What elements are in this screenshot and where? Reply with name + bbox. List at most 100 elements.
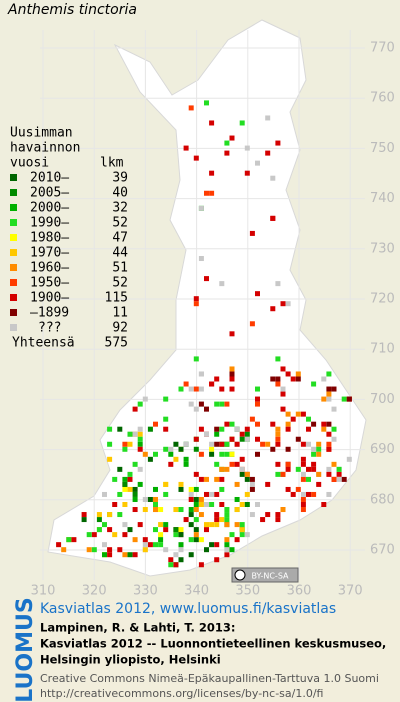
record-square (163, 547, 169, 553)
record-square (300, 476, 306, 482)
record-square (260, 441, 266, 447)
record-square (214, 461, 220, 467)
y-label: 770 (370, 41, 395, 56)
legend-swatch (10, 294, 17, 301)
legend-swatch (10, 324, 17, 331)
record-square (336, 466, 342, 472)
legend-heading: havainnon (10, 141, 80, 156)
legend-label: 1990– (30, 216, 69, 231)
record-square (142, 507, 148, 513)
legend-count: 47 (112, 231, 128, 246)
y-label: 670 (370, 543, 395, 558)
legend-count: 11 (112, 306, 128, 321)
record-square (163, 426, 169, 432)
record-square (198, 562, 204, 568)
record-square (239, 466, 245, 472)
record-square (249, 476, 255, 482)
record-square (285, 411, 291, 417)
record-square (326, 431, 332, 437)
record-square (224, 466, 230, 472)
record-square (204, 276, 209, 282)
record-square (137, 401, 143, 407)
record-square (234, 441, 240, 447)
record-square (173, 507, 179, 513)
legend-swatch (10, 264, 17, 271)
record-square (229, 376, 235, 382)
record-square (168, 451, 174, 457)
legend-count: 115 (105, 291, 128, 306)
legend-total: 575 (105, 336, 128, 351)
record-square (249, 416, 255, 422)
record-square (321, 502, 327, 507)
record-square (147, 542, 153, 548)
record-square (209, 170, 215, 176)
record-square (224, 150, 230, 156)
record-square (193, 406, 199, 412)
citation-line: Helsingin yliopisto, Helsinki (40, 653, 221, 667)
record-square (260, 517, 266, 523)
record-square (249, 486, 255, 492)
record-square (239, 431, 245, 437)
record-square (117, 491, 123, 497)
record-square (275, 436, 281, 442)
record-square (198, 401, 204, 407)
record-square (341, 476, 347, 482)
record-square (239, 456, 245, 462)
record-square (198, 386, 204, 392)
record-square (331, 386, 337, 392)
record-square (193, 486, 199, 492)
record-square (107, 547, 113, 553)
record-square (224, 140, 230, 146)
record-square (311, 381, 317, 387)
record-square (249, 481, 255, 487)
record-square (275, 281, 281, 287)
record-square (285, 301, 291, 307)
record-square (81, 517, 87, 523)
record-square (285, 486, 291, 492)
record-square (183, 517, 189, 523)
record-square (127, 527, 133, 533)
license: Creative Commons Nimeä-Epäkaupallinen-Ta… (40, 672, 379, 700)
record-square (290, 376, 296, 382)
record-square (311, 451, 317, 457)
record-square (244, 532, 250, 538)
record-square (265, 441, 271, 447)
record-square (234, 507, 240, 513)
record-square (209, 522, 215, 528)
record-square (204, 190, 209, 196)
record-square (142, 451, 148, 457)
y-label: 700 (370, 392, 395, 407)
record-square (275, 426, 281, 432)
record-square (255, 386, 260, 392)
record-square (193, 155, 199, 161)
record-square (188, 491, 194, 497)
record-square (280, 301, 286, 307)
record-square (137, 481, 143, 487)
record-square (209, 381, 215, 387)
record-square (122, 532, 128, 538)
record-square (163, 446, 169, 452)
record-square (300, 471, 306, 477)
record-square (158, 537, 164, 543)
record-square (163, 491, 169, 497)
record-square (107, 512, 113, 518)
record-square (193, 496, 199, 502)
record-square (137, 431, 143, 437)
record-square (193, 527, 199, 533)
record-square (275, 471, 281, 477)
legend-label: 1960– (30, 261, 69, 276)
record-square (173, 527, 179, 533)
record-square (183, 456, 189, 462)
record-square (193, 532, 199, 538)
record-square (132, 537, 138, 543)
legend-swatch (10, 249, 17, 256)
record-square (132, 486, 138, 492)
record-square (280, 471, 286, 477)
record-square (285, 466, 291, 472)
record-square (224, 512, 230, 518)
record-square (102, 552, 107, 558)
legend-swatch (10, 204, 17, 211)
legend-heading: Uusimman (10, 126, 73, 141)
record-square (285, 461, 291, 467)
